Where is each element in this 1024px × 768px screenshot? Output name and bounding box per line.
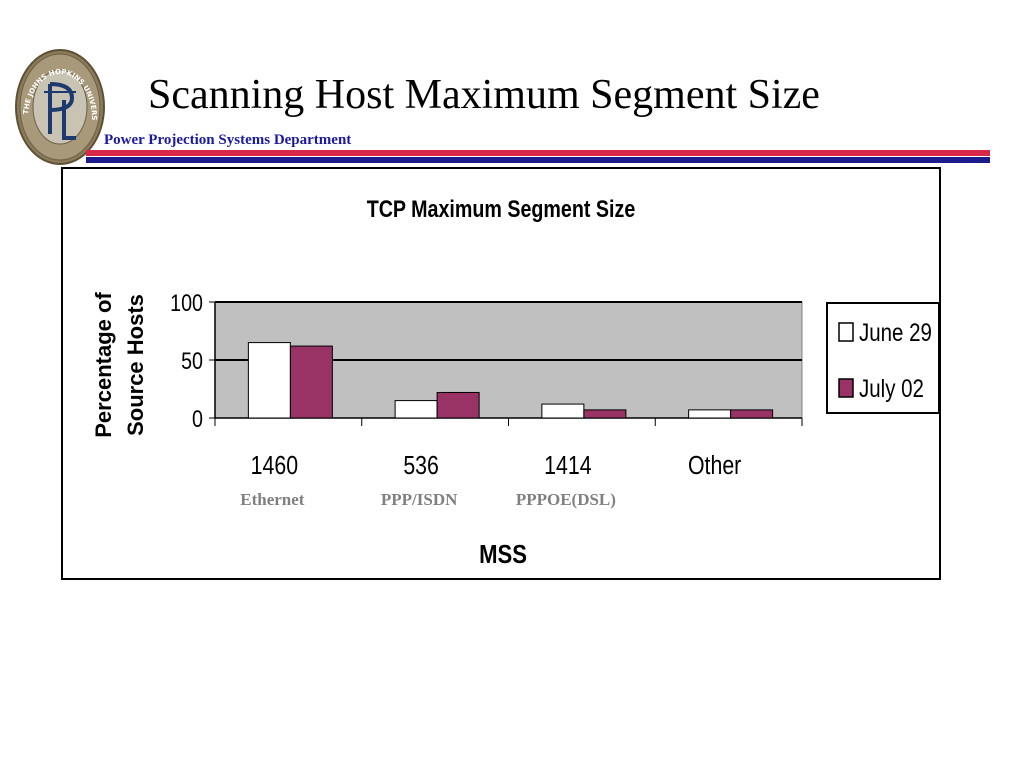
- x-category-label: 1460: [251, 451, 298, 481]
- x-category-sublabel: PPP/ISDN: [381, 490, 458, 509]
- bar-1414-series-0: [541, 403, 585, 419]
- y-axis-label-line: Percentage of: [91, 292, 116, 438]
- chart-title: TCP Maximum Segment Size: [367, 195, 636, 222]
- slide-title: Scanning Host Maximum Segment Size: [148, 72, 820, 118]
- header-stripe-blue: [86, 157, 990, 163]
- x-category-sublabel: PPPOE(DSL): [516, 490, 616, 509]
- x-category-sublabel: Ethernet: [240, 490, 305, 509]
- x-category-label: 1414: [544, 451, 591, 481]
- legend-swatch-0: [838, 322, 854, 342]
- bar-1460-series-1: [289, 345, 333, 419]
- header-stripe-red: [86, 150, 990, 156]
- seal-monogram-icon: [44, 82, 76, 140]
- legend-label-1: July 02: [859, 374, 924, 402]
- department-label: Power Projection Systems Department: [104, 132, 352, 148]
- bar-536-series-0: [394, 400, 438, 419]
- bar-1460-series-0: [247, 342, 291, 419]
- y-tick-label: 50: [181, 347, 203, 374]
- y-axis-label-line: Source Hosts: [123, 294, 148, 436]
- chart-svg: TCP Maximum Segment Size 0 50 100 1460 Ethern…: [91, 195, 939, 569]
- bar-other-series-1: [730, 409, 774, 419]
- x-category-label: 536: [403, 451, 439, 481]
- x-axis-label: MSS: [479, 540, 527, 569]
- chart-frame: TCP Maximum Segment Size 0 50 100 1460 Ethern…: [61, 167, 941, 580]
- bar-other-series-0: [688, 409, 732, 419]
- bar-536-series-1: [436, 391, 480, 419]
- legend-swatch-1: [838, 378, 854, 398]
- y-tick-label: 0: [192, 405, 203, 432]
- bar-1414-series-1: [583, 409, 627, 419]
- x-category-label: Other: [688, 451, 741, 481]
- y-tick-label: 100: [170, 289, 203, 316]
- legend-label-0: June 29: [859, 318, 932, 346]
- university-seal-logo: THE JOHNS HOPKINS UNIVERSITY: [14, 48, 105, 165]
